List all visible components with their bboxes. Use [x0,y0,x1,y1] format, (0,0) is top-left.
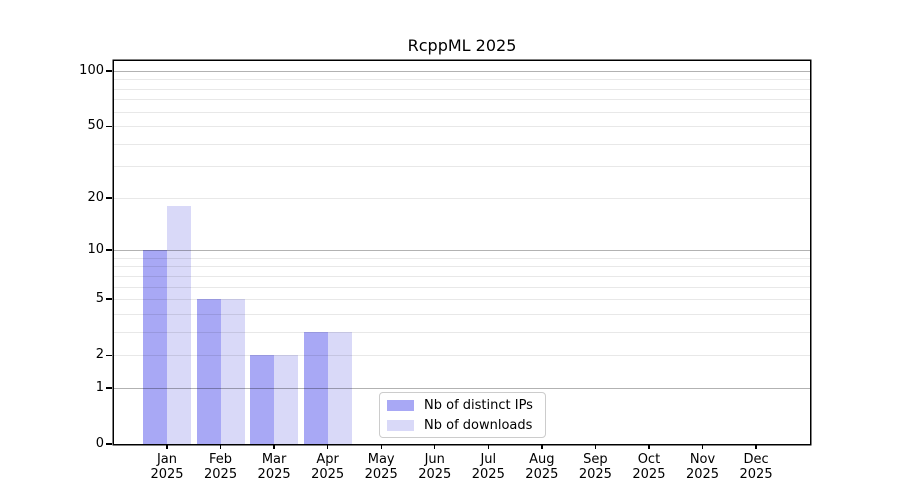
y-tick-label: 1 [95,379,104,395]
y-axis-tick [106,249,112,251]
y-gridline-minor [114,331,810,333]
y-tick-label: 0 [95,436,104,451]
y-gridline-minor [114,257,810,259]
bar-distinct-ips [196,299,221,444]
plot-area [114,61,810,444]
x-tick-label: Feb 2025 [204,452,238,482]
y-tick-label: 50 [87,118,104,134]
legend-swatch-downloads [387,419,414,431]
x-axis-tick [755,444,757,449]
y-axis-tick [106,443,112,445]
y-tick-label: 5 [95,291,104,307]
x-axis-tick [701,444,704,449]
x-tick-label: Mar 2025 [257,452,291,482]
y-axis-tick [106,197,112,199]
x-axis-tick [273,444,275,449]
grid-layer [114,61,810,444]
y-gridline-minor [114,126,810,128]
legend-item-distinct-ips: Nb of distinct IPs [387,397,545,413]
y-gridline-minor [114,143,810,145]
y-gridline-major [114,71,810,72]
x-axis-tick [487,444,489,449]
y-gridline-minor [114,197,810,199]
y-gridline-minor [114,286,810,288]
legend-swatch-distinct-ips [387,399,414,411]
legend: Nb of distinct IPs Nb of downloads [379,392,546,438]
x-axis-tick [326,444,329,449]
bar-downloads [167,206,191,444]
x-tick-label: Dec 2025 [739,452,773,482]
y-axis-tick [106,298,112,300]
y-gridline-minor [114,79,810,81]
y-gridline-minor [114,275,810,277]
x-tick-label: Sep 2025 [578,452,612,482]
bar-downloads [327,331,352,444]
y-axis-tick [106,387,112,389]
legend-label-downloads: Nb of downloads [424,417,533,433]
bar-downloads [274,355,299,444]
y-gridline-major [114,250,810,252]
x-axis-tick [219,444,222,449]
x-tick-label: Nov 2025 [685,452,720,482]
y-gridline-minor [114,99,810,101]
y-gridline-minor [114,299,810,301]
x-tick-label: Oct 2025 [632,452,666,482]
bar-distinct-ips [303,331,328,444]
x-tick-label: Aug 2025 [525,452,559,482]
y-axis-tick [106,354,112,356]
x-tick-label: Jul 2025 [471,452,505,482]
x-axis-tick [648,444,650,449]
x-axis-tick [380,444,382,449]
y-tick-label: 10 [87,242,104,258]
x-tick-label: Jun 2025 [418,452,452,482]
x-tick-label: May 2025 [364,452,398,482]
bar-downloads [220,299,245,444]
y-gridline-minor [114,313,810,315]
bars-layer [114,61,810,444]
chart-title: RcppML 2025 [407,36,517,55]
y-gridline-minor [114,111,810,113]
x-tick-label: Jan 2025 [150,452,184,482]
y-gridline-minor [114,88,810,90]
y-gridline-minor [114,355,810,357]
x-axis-tick [594,444,597,449]
y-axis-tick [106,125,112,127]
y-axis-tick [106,70,112,72]
legend-item-downloads: Nb of downloads [387,417,545,433]
legend-label-distinct-ips: Nb of distinct IPs [424,397,533,413]
x-axis-tick [434,444,436,449]
y-gridline-major [114,387,810,389]
bar-distinct-ips [143,250,167,444]
x-axis-tick [541,444,543,449]
y-tick-label: 2 [95,347,104,363]
bar-distinct-ips [250,355,275,444]
x-axis-tick [166,444,168,449]
y-tick-label: 100 [79,63,104,78]
y-gridline-minor [114,166,810,168]
x-tick-label: Apr 2025 [311,452,345,482]
y-gridline-minor [114,266,810,268]
y-tick-label: 20 [87,189,104,205]
